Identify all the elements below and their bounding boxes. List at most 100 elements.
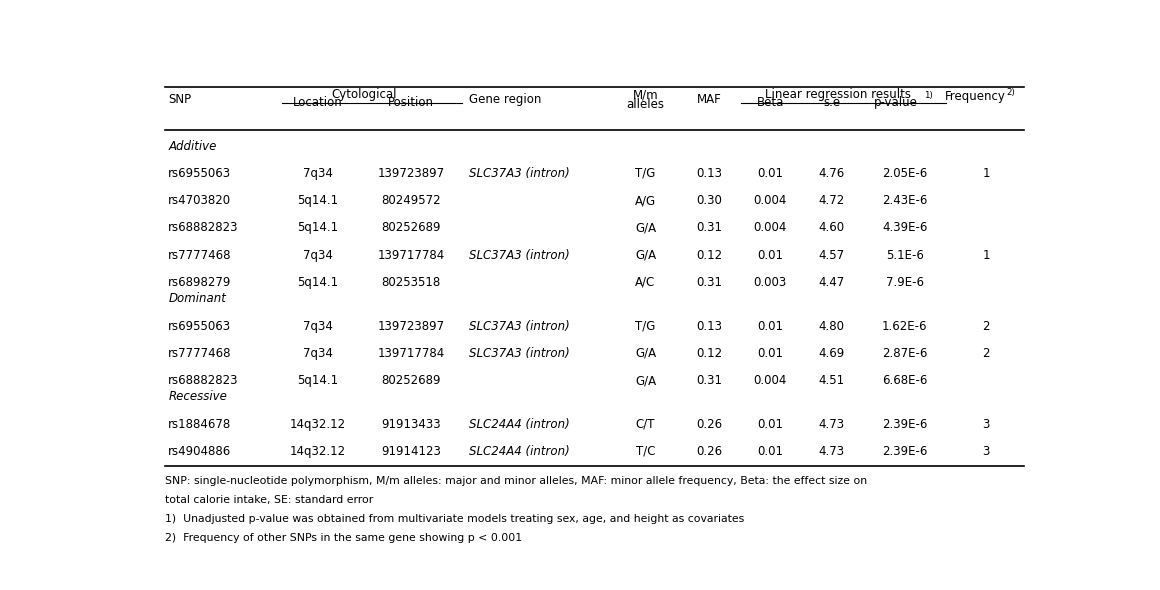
Text: 4.80: 4.80: [819, 320, 844, 333]
Text: 0.12: 0.12: [696, 248, 722, 261]
Text: Additive: Additive: [168, 140, 217, 153]
Text: SNP: single-nucleotide polymorphism, M/m alleles: major and minor alleles, MAF: : SNP: single-nucleotide polymorphism, M/m…: [165, 476, 867, 486]
Text: 0.01: 0.01: [757, 418, 783, 431]
Text: 0.004: 0.004: [754, 221, 786, 234]
Text: rs6898279: rs6898279: [168, 276, 232, 289]
Text: 5q14.1: 5q14.1: [297, 374, 339, 387]
Text: 7.9E-6: 7.9E-6: [886, 276, 923, 289]
Text: rs4703820: rs4703820: [168, 194, 232, 207]
Text: rs7777468: rs7777468: [168, 248, 232, 261]
Text: 1: 1: [983, 248, 989, 261]
Text: SLC24A4 (intron): SLC24A4 (intron): [469, 445, 570, 458]
Text: SNP: SNP: [168, 93, 191, 106]
Text: Recessive: Recessive: [168, 391, 227, 404]
Text: T/G: T/G: [636, 167, 655, 180]
Text: rs68882823: rs68882823: [168, 374, 239, 387]
Text: 4.51: 4.51: [819, 374, 844, 387]
Text: 0.13: 0.13: [696, 320, 722, 333]
Text: T/C: T/C: [636, 445, 655, 458]
Text: rs4904886: rs4904886: [168, 445, 232, 458]
Text: C/T: C/T: [636, 418, 655, 431]
Text: SLC37A3 (intron): SLC37A3 (intron): [469, 248, 570, 261]
Text: 0.26: 0.26: [696, 418, 722, 431]
Text: 2): 2): [1006, 88, 1015, 97]
Text: 1: 1: [983, 167, 989, 180]
Text: 2: 2: [983, 320, 989, 333]
Text: Location: Location: [293, 96, 342, 109]
Text: SLC37A3 (intron): SLC37A3 (intron): [469, 167, 570, 180]
Text: rs7777468: rs7777468: [168, 347, 232, 360]
Text: 80252689: 80252689: [382, 221, 441, 234]
Text: 139723897: 139723897: [377, 167, 444, 180]
Text: 91914123: 91914123: [382, 445, 441, 458]
Text: 2.87E-6: 2.87E-6: [882, 347, 928, 360]
Text: 0.01: 0.01: [757, 248, 783, 261]
Text: 0.30: 0.30: [696, 194, 722, 207]
Text: 2.39E-6: 2.39E-6: [882, 418, 928, 431]
Text: 1): 1): [923, 91, 933, 100]
Text: 0.004: 0.004: [754, 194, 786, 207]
Text: 5.1E-6: 5.1E-6: [886, 248, 923, 261]
Text: 0.004: 0.004: [754, 374, 786, 387]
Text: Frequency: Frequency: [945, 90, 1006, 103]
Text: 0.13: 0.13: [696, 167, 722, 180]
Text: 4.73: 4.73: [819, 418, 844, 431]
Text: 1.62E-6: 1.62E-6: [882, 320, 928, 333]
Text: 80252689: 80252689: [382, 374, 441, 387]
Text: 80249572: 80249572: [382, 194, 441, 207]
Text: A/C: A/C: [636, 276, 655, 289]
Text: 0.31: 0.31: [696, 374, 722, 387]
Text: alleles: alleles: [626, 98, 665, 111]
Text: Dominant: Dominant: [168, 292, 226, 305]
Text: 7q34: 7q34: [303, 347, 333, 360]
Text: Beta: Beta: [756, 96, 784, 109]
Text: 0.31: 0.31: [696, 276, 722, 289]
Text: 91913433: 91913433: [382, 418, 441, 431]
Text: T/G: T/G: [636, 320, 655, 333]
Text: SLC37A3 (intron): SLC37A3 (intron): [469, 347, 570, 360]
Text: 139717784: 139717784: [377, 248, 444, 261]
Text: SLC37A3 (intron): SLC37A3 (intron): [469, 320, 570, 333]
Text: 2.05E-6: 2.05E-6: [883, 167, 928, 180]
Text: 4.69: 4.69: [819, 347, 844, 360]
Text: 139723897: 139723897: [377, 320, 444, 333]
Text: 1)  Unadjusted p-value was obtained from multivariate models treating sex, age, : 1) Unadjusted p-value was obtained from …: [165, 514, 744, 524]
Text: MAF: MAF: [697, 93, 722, 106]
Text: G/A: G/A: [635, 221, 657, 234]
Text: 3: 3: [983, 418, 989, 431]
Text: 5q14.1: 5q14.1: [297, 221, 339, 234]
Text: total calorie intake, SE: standard error: total calorie intake, SE: standard error: [165, 494, 374, 504]
Text: 0.01: 0.01: [757, 347, 783, 360]
Text: 7q34: 7q34: [303, 320, 333, 333]
Text: s.e: s.e: [824, 96, 840, 109]
Text: 3: 3: [983, 445, 989, 458]
Text: SLC24A4 (intron): SLC24A4 (intron): [469, 418, 570, 431]
Text: 14q32.12: 14q32.12: [290, 445, 346, 458]
Text: 139717784: 139717784: [377, 347, 444, 360]
Text: 4.60: 4.60: [819, 221, 844, 234]
Text: Cytological: Cytological: [332, 88, 397, 101]
Text: 4.39E-6: 4.39E-6: [882, 221, 928, 234]
Text: 0.01: 0.01: [757, 445, 783, 458]
Text: rs1884678: rs1884678: [168, 418, 232, 431]
Text: 5q14.1: 5q14.1: [297, 276, 339, 289]
Text: 2.43E-6: 2.43E-6: [882, 194, 928, 207]
Text: Gene region: Gene region: [469, 93, 542, 106]
Text: 4.47: 4.47: [819, 276, 844, 289]
Text: 4.76: 4.76: [819, 167, 844, 180]
Text: rs68882823: rs68882823: [168, 221, 239, 234]
Text: 2)  Frequency of other SNPs in the same gene showing p < 0.001: 2) Frequency of other SNPs in the same g…: [165, 533, 522, 543]
Text: 4.72: 4.72: [819, 194, 844, 207]
Text: 6.68E-6: 6.68E-6: [882, 374, 928, 387]
Text: 5q14.1: 5q14.1: [297, 194, 339, 207]
Text: G/A: G/A: [635, 347, 657, 360]
Text: G/A: G/A: [635, 374, 657, 387]
Text: Position: Position: [389, 96, 434, 109]
Text: 0.01: 0.01: [757, 167, 783, 180]
Text: 4.57: 4.57: [819, 248, 844, 261]
Text: 0.31: 0.31: [696, 221, 722, 234]
Text: 2: 2: [983, 347, 989, 360]
Text: 0.12: 0.12: [696, 347, 722, 360]
Text: G/A: G/A: [635, 248, 657, 261]
Text: 4.73: 4.73: [819, 445, 844, 458]
